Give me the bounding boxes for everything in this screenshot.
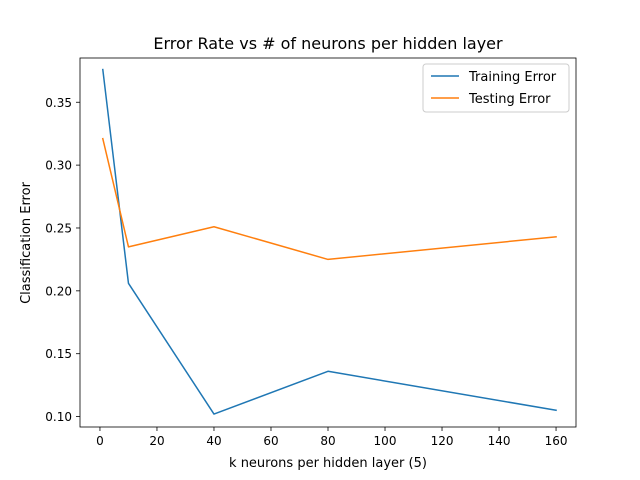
plot-frame: [79, 57, 577, 428]
x-tick-label: 80: [320, 434, 335, 448]
x-tick-label: 160: [545, 434, 568, 448]
x-tick-label: 20: [149, 434, 164, 448]
x-tick-label: 140: [488, 434, 511, 448]
legend-label-testing: Testing Error: [468, 92, 551, 107]
x-axis-label: k neurons per hidden layer (5): [229, 456, 427, 471]
x-axis-ticks: 0 20 40 60 80 100 120 140 160: [96, 427, 567, 448]
legend-box: [422, 63, 570, 113]
legend-label-training: Training Error: [468, 70, 557, 85]
x-tick-label: 0: [96, 434, 104, 448]
y-tick-label: 0.25: [45, 221, 72, 235]
x-tick-label: 60: [263, 434, 278, 448]
x-tick-label: 120: [431, 434, 454, 448]
chart-title: Error Rate vs # of neurons per hidden la…: [153, 34, 503, 53]
y-axis-ticks: 0.10 0.15 0.20 0.25 0.30 0.35: [45, 96, 80, 424]
y-tick-label: 0.35: [45, 96, 72, 110]
legend: Training Error Testing Error: [422, 63, 570, 113]
y-axis-label: Classification Error: [19, 181, 34, 303]
x-tick-label: 40: [206, 434, 221, 448]
series-line-testing: [101, 137, 557, 261]
y-tick-label: 0.15: [45, 347, 72, 361]
y-tick-label: 0.20: [45, 284, 72, 298]
y-tick-label: 0.30: [45, 159, 72, 173]
x-tick-label: 100: [374, 434, 397, 448]
series-layer: [101, 68, 557, 415]
y-tick-label: 0.10: [45, 410, 72, 424]
